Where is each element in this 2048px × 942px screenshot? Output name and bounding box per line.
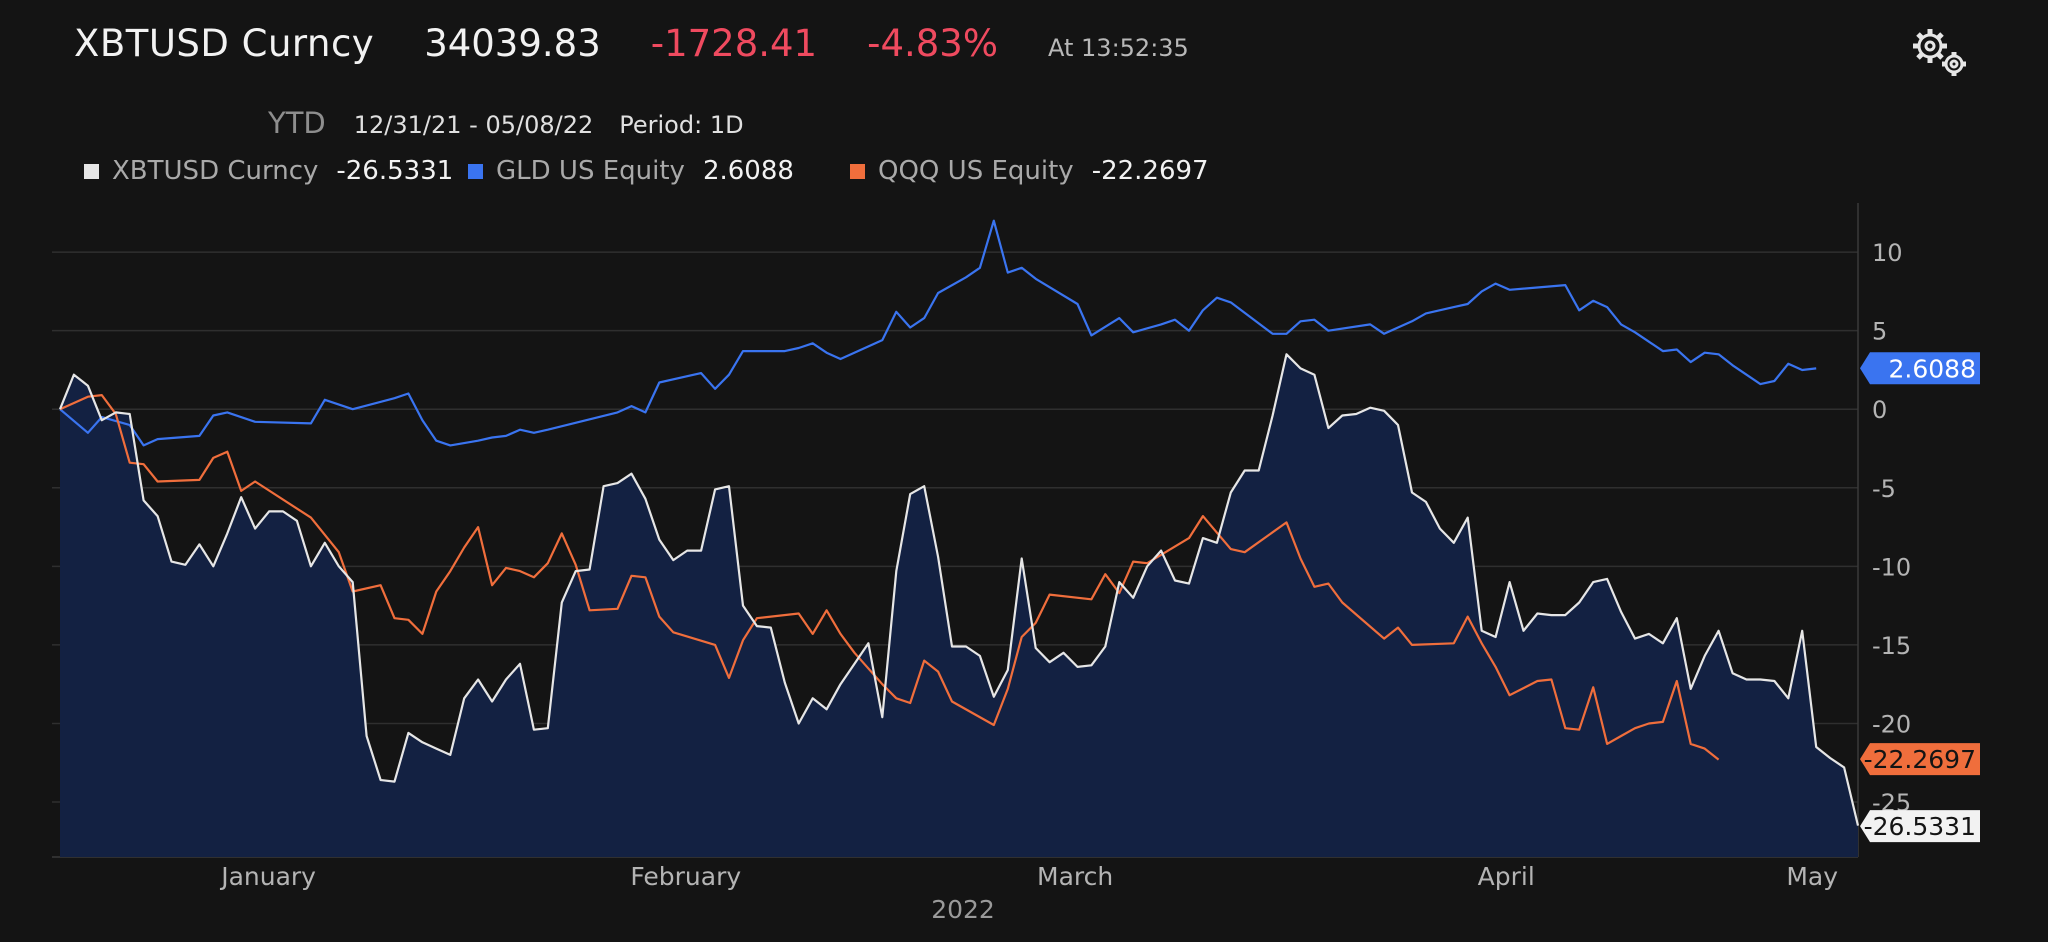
y-tick-label: 10 [1872,239,1903,267]
x-tick-label: March [1037,862,1113,891]
last-price: 34039.83 [424,22,601,65]
settings-gears-icon[interactable] [1906,22,1970,82]
percent-change: -4.83% [867,22,998,65]
x-tick-label: April [1478,862,1535,891]
chart-range-bar: YTD 12/31/21 - 05/08/22 Period: 1D [268,106,744,140]
y-tick-label: -10 [1872,553,1911,581]
legend-swatch [850,163,865,179]
xbtusd-line [58,353,1860,826]
net-change: -1728.41 [650,22,818,65]
legend-item-xbtusd[interactable]: XBTUSD Curncy -26.5331 [84,156,453,186]
y-tick-label: 0 [1872,396,1887,424]
period-selector[interactable]: Period: 1D [619,111,744,139]
legend-series-name: XBTUSD Curncy [112,156,319,186]
legend-series-value: -26.5331 [336,156,454,186]
qqq-last-value-tag [1860,743,1980,776]
quote-time: At 13:52:35 [1048,34,1189,62]
gld-last-value: 2.6088 [1889,354,1976,383]
x-tick-label: February [630,862,741,891]
qqq-last-value: -22.2697 [1864,745,1976,774]
quote-header: XBTUSD Curncy 34039.83 -1728.41 -4.83% A… [74,22,1189,82]
legend-item-qqq[interactable]: QQQ US Equity -22.2697 [850,156,1209,186]
xbtusd-area-fill [60,354,1858,857]
qqq-line [59,394,1720,761]
x-tick-label: January [219,862,316,891]
x-tick-label: May [1786,862,1838,891]
range-selector[interactable]: YTD [268,106,326,140]
x-axis-title: 2022 [931,895,995,924]
y-tick-label: -20 [1872,710,1911,738]
legend-series-name: GLD US Equity [496,156,685,186]
y-tick-label: 5 [1872,318,1887,346]
gld-line [59,219,1817,447]
y-tick-label: -15 [1872,632,1911,660]
gld-last-value-tag [1860,352,1980,385]
legend-series-value: 2.6088 [702,156,794,186]
legend-series-name: QQQ US Equity [878,156,1074,186]
legend-item-gld[interactable]: GLD US Equity 2.6088 [468,156,794,186]
xbtusd-last-value: -26.5331 [1864,812,1976,841]
legend-swatch [84,163,99,179]
legend-swatch [468,163,483,179]
legend-series-value: -22.2697 [1091,156,1209,186]
ticker-symbol: XBTUSD Curncy [74,22,375,65]
xbtusd-last-value-tag [1860,810,1980,843]
date-range[interactable]: 12/31/21 - 05/08/22 [353,111,594,139]
y-tick-label: -5 [1872,475,1896,503]
